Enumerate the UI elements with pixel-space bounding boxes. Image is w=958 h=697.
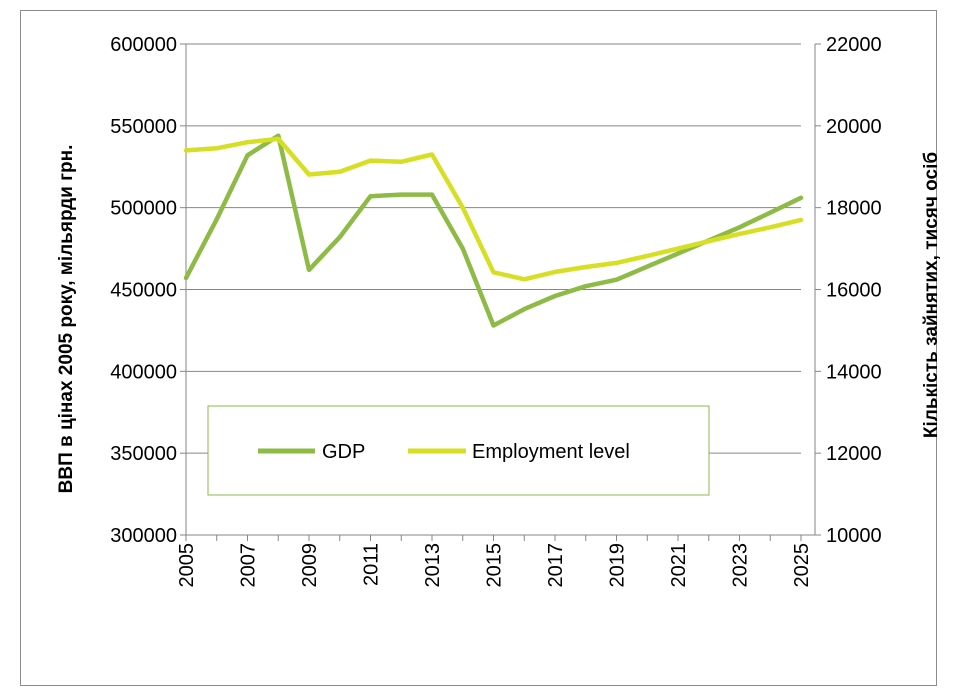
y-axis-title-right: Кількість зайнятих, тисяч осіб: [921, 152, 942, 438]
y-tick-label-left: 400000: [110, 361, 177, 383]
x-tick-label: 2011: [361, 543, 383, 586]
y-tick-label-right: 22000: [826, 34, 882, 56]
legend-label-gdp: GDP: [322, 441, 365, 463]
legend-label-employment-level: Employment level: [472, 441, 630, 463]
x-tick-label: 2007: [238, 543, 260, 588]
y-tick-label-left: 550000: [110, 116, 177, 138]
x-tick-label: 2023: [730, 543, 752, 588]
y-tick-label-right: 16000: [826, 280, 882, 302]
y-axis-title-left: ВВП в цінах 2005 року, мільярди грн.: [56, 145, 77, 494]
gridlines: [186, 43, 801, 454]
x-tick-label: 2009: [299, 543, 321, 588]
y-tick-label-right: 10000: [826, 525, 882, 547]
y-tick-label-left: 600000: [110, 34, 177, 56]
y-tick-label-left: 500000: [110, 198, 177, 220]
series-line-employment-level: [183, 136, 804, 282]
y-tick-label-left: 300000: [110, 525, 177, 547]
x-tick-label: 2017: [545, 543, 567, 588]
x-tick-label: 2005: [176, 543, 198, 588]
chart-frame: [20, 10, 937, 686]
y-tick-label-left: 450000: [110, 280, 177, 302]
legend: GDP Employment level: [207, 405, 710, 496]
y-tick-label-right: 12000: [826, 443, 882, 465]
x-tick-label: 2013: [422, 543, 444, 588]
axes: 300000 350000 400000 450000 500000 550000 6000…: [110, 34, 881, 588]
x-tick-label: 2025: [791, 543, 813, 588]
x-tick-label: 2021: [668, 543, 690, 588]
x-tick-label: 2019: [607, 543, 629, 588]
y-tick-label-right: 20000: [826, 116, 882, 138]
y-tick-label-right: 14000: [826, 361, 882, 383]
x-tick-label: 2015: [484, 543, 506, 588]
series-lines: [183, 133, 804, 328]
series-line-gdp: [183, 133, 804, 328]
y-tick-label-left: 350000: [110, 443, 177, 465]
y-tick-label-right: 18000: [826, 198, 882, 220]
